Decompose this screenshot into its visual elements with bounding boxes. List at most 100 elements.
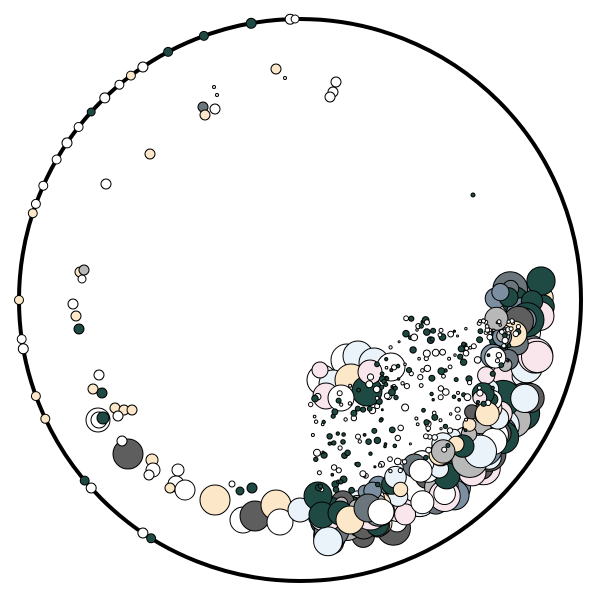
bubble-361 [486,333,494,341]
bubble-440 [397,340,401,344]
bubble-411 [425,446,433,454]
bubble-547 [499,329,505,335]
bubble-535 [383,444,387,449]
bubble-516 [374,395,380,401]
bubble-463 [420,368,425,373]
bubble-533 [501,336,509,344]
bubble-450 [480,400,487,407]
bubble-495 [437,332,443,338]
bubble-419 [423,419,430,426]
bubble-340 [373,465,377,469]
bubble-45 [212,85,216,89]
bubble-39 [73,323,85,335]
bubble-225 [521,340,554,374]
bubble-391 [389,368,394,373]
bubble-494 [354,405,361,412]
bubble-52 [126,404,138,416]
bubble-470 [409,346,417,354]
bubble-506 [384,376,390,381]
bubble-9 [27,208,38,219]
bubble-41 [87,383,99,395]
bubble-392 [447,356,452,361]
bubble-389 [402,329,410,338]
bubble-32 [144,148,156,160]
bubble-469 [368,451,373,456]
bubble-310 [403,362,407,367]
bubble-360 [423,328,431,336]
bubble-519 [455,414,461,421]
bubble-362 [403,315,410,322]
bubble-55 [116,435,128,447]
bubble-407 [464,417,469,422]
bubble-421 [331,440,337,446]
bubble-476 [423,433,429,440]
bubble-324 [515,324,522,330]
bubble-438 [439,427,443,431]
bubble-384 [321,450,325,454]
bubble-454 [396,377,401,381]
bubble-423 [447,330,455,338]
bubble-429 [418,323,424,329]
bubble-493 [405,367,413,374]
bubble-40 [93,369,105,381]
bubble-15 [86,107,96,117]
bubble-502 [320,422,325,427]
bubble-326 [384,365,389,370]
bubble-475 [331,408,339,416]
bubble-229 [410,490,435,515]
bubble-375 [414,416,419,421]
bubble-490 [313,456,319,462]
bubble-42 [96,387,108,399]
bubble-527 [335,467,342,474]
bubble-509 [446,427,454,434]
bubble-372 [429,391,434,397]
bubble-38 [70,310,82,322]
bubble-483 [311,394,319,403]
bubble-308 [235,486,245,496]
bubble-31 [209,103,221,115]
bubble-552 [508,326,514,332]
bubble-347 [494,358,501,364]
bubble-508 [442,423,449,430]
bubble-346 [326,433,333,440]
bubble-551 [488,331,493,336]
bubble-489 [372,385,381,394]
bubble-312 [403,383,410,390]
bubble-461 [313,448,321,457]
bubble-22 [245,17,257,29]
bubble-26 [330,76,342,88]
bubble-442 [356,387,362,393]
bubble-467 [317,483,324,489]
bubble-323 [431,413,439,421]
bubble-491 [362,433,367,437]
bubble-334 [430,327,437,334]
bubble-307 [246,482,258,494]
bubble-352 [341,432,346,437]
bubble-537 [397,467,403,474]
bubble-14 [73,122,84,132]
bubble-365 [417,356,421,361]
bubble-444 [327,441,332,446]
bubble-400 [423,364,432,373]
bubble-58 [143,469,155,481]
bubble-556 [498,323,502,327]
bubble-514 [365,438,372,446]
bubble-539 [477,385,482,391]
bubble-453 [332,486,340,493]
bubble-231 [313,526,343,557]
bubble-513 [388,426,396,434]
bubble-459 [422,349,431,358]
bubble-382 [463,428,468,433]
bubble-557 [481,318,486,324]
bubble-435 [340,439,346,445]
bubble-356 [470,343,477,350]
bubble-291 [491,283,510,302]
bubble-480 [373,436,382,445]
bubble-464 [359,470,367,478]
bubble-496 [437,367,446,376]
bubble-group [14,13,556,557]
bubble-36 [77,274,87,284]
bubble-61 [174,479,196,501]
bubble-0 [146,533,157,544]
bubble-498 [347,401,353,406]
